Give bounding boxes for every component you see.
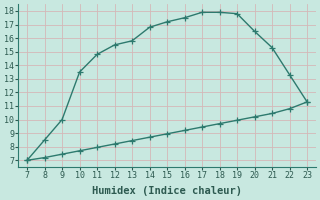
X-axis label: Humidex (Indice chaleur): Humidex (Indice chaleur) <box>92 186 242 196</box>
